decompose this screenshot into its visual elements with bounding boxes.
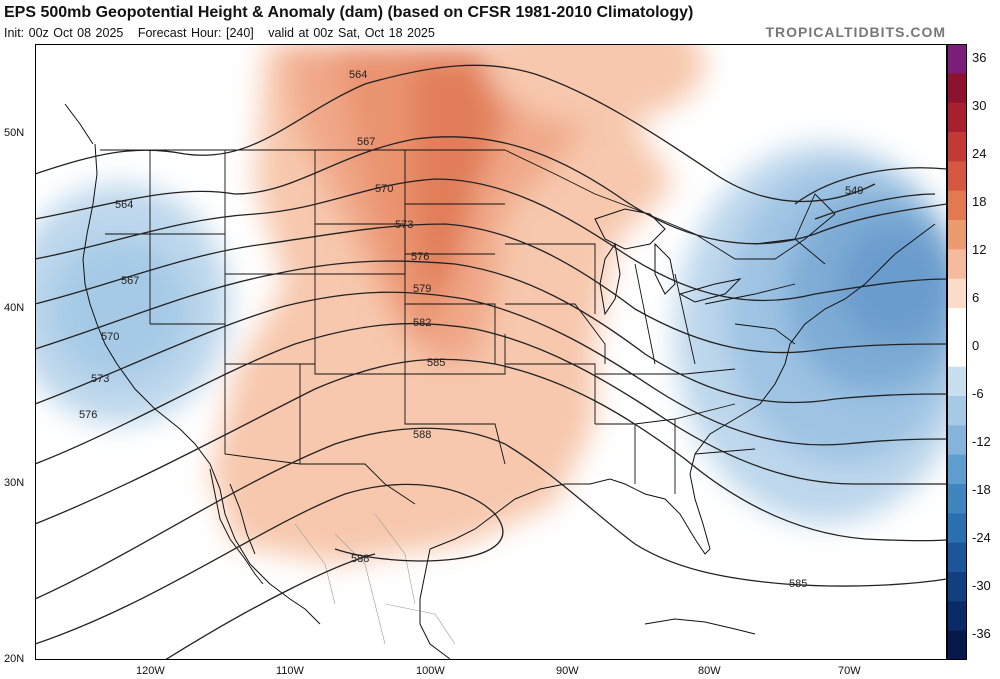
colorbar-swatch [947,102,967,133]
colorbar-label: -18 [972,482,991,497]
colorbar-label: 36 [972,50,987,65]
init-time: Init: 00z Oct 08 2025 [4,26,124,40]
height-contours [35,64,947,660]
colorbar-swatch [947,454,967,485]
lon-label-110w: 110W [276,665,304,677]
lat-label-30n: 30N [4,477,25,489]
map-subtitle: Init: 00z Oct 08 2025 Forecast Hour: [24… [4,26,445,40]
contour-labels: 564 567 570 573 576 579 582 585 588 564 … [79,69,863,590]
map-title: EPS 500mb Geopotential Height & Anomaly … [4,4,694,21]
contour-label: 570 [101,331,119,343]
contour-label: 588 [351,553,369,565]
colorbar-swatch [947,337,967,368]
colorbar [947,44,967,660]
lat-label-40n: 40N [4,302,25,314]
lon-label-70w: 70W [838,665,861,677]
contour-label: 573 [395,219,413,231]
colorbar-swatch [947,366,967,397]
contour-label: 564 [115,199,133,211]
colorbar-swatch [947,73,967,104]
colorbar-label: 12 [972,242,987,257]
colorbar-swatch [947,161,967,192]
colorbar-label: 18 [972,194,987,209]
valid-time: valid at 00z Sat, Oct 18 2025 [268,26,435,40]
contour-label: 564 [349,69,367,81]
colorbar-swatch [947,132,967,162]
contour-label: 576 [79,409,97,421]
contour-label: 567 [121,275,139,287]
colorbar-label: -6 [972,386,984,401]
forecast-hour: Forecast Hour: [240] [137,26,254,40]
contour-label: 567 [357,136,375,148]
colorbar-swatch [947,601,967,632]
colorbar-label: 24 [972,146,987,161]
colorbar-label: 30 [972,98,987,113]
contour-label: 585 [789,578,807,590]
contour-label: 582 [413,317,431,329]
colorbar-swatch [947,630,967,660]
colorbar-swatch [947,542,967,573]
colorbar-swatch [947,572,967,602]
lon-label-100w: 100W [416,665,445,677]
contour-label: 576 [411,251,429,263]
lat-label-50n: 50N [4,127,25,139]
colorbar-swatch [947,396,967,426]
colorbar-swatch [947,278,967,309]
colorbar-swatch [947,220,967,250]
brand-watermark: TROPICALTIDBITS.COM [765,24,946,40]
colorbar-label: -36 [972,626,991,641]
contour-label: 573 [91,373,109,385]
colorbar-label: 0 [972,338,980,353]
mexico-borders [294,513,456,645]
colorbar-swatch [947,190,967,221]
colorbar-swatch [947,425,967,456]
lat-label-20n: 20N [4,653,25,665]
colorbar-swatch [947,249,967,280]
colorbar-label: -12 [972,434,991,449]
colorbar-swatch [947,308,967,338]
lon-label-90w: 90W [556,665,579,677]
contour-label: 570 [375,183,393,195]
contour-label: 588 [413,429,431,441]
colorbar-label: -24 [972,530,991,545]
political-borders [100,149,836,505]
colorbar-label: 6 [972,290,980,305]
lon-label-120w: 120W [136,665,165,677]
colorbar-label: -30 [972,578,991,593]
colorbar-swatch [947,513,967,544]
colorbar-swatch [947,44,967,74]
contour-label: 585 [427,357,445,369]
contour-label: 579 [413,283,431,295]
lon-label-80w: 80W [698,665,721,677]
contour-label: 549 [845,185,863,197]
anomaly-map: 564 567 570 573 576 579 582 585 588 564 … [35,44,947,660]
colorbar-swatch [947,484,967,514]
